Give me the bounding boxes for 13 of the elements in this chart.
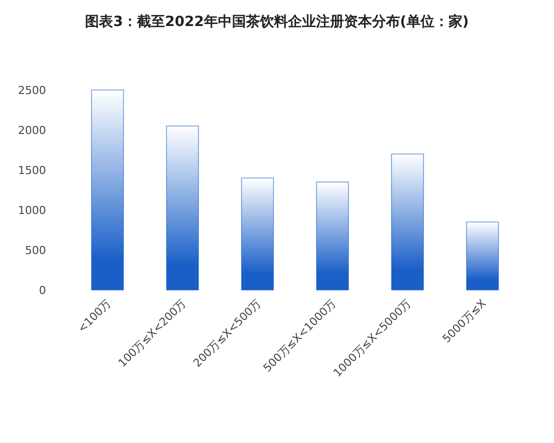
y-tick-label: 500 <box>25 244 46 257</box>
y-tick-label: 1000 <box>18 204 46 217</box>
y-tick-label: 2500 <box>18 84 46 97</box>
y-tick-label: 1500 <box>18 164 46 177</box>
bar <box>166 126 199 290</box>
y-tick-label: 2000 <box>18 124 46 137</box>
bar <box>466 222 499 290</box>
bar <box>241 178 274 290</box>
bar <box>91 90 124 290</box>
y-tick-label: 0 <box>39 284 46 297</box>
bar <box>316 182 349 290</box>
bar <box>391 154 424 290</box>
chart-title: 图表3：截至2022年中国茶饮料企业注册资本分布(单位：家) <box>85 13 469 30</box>
